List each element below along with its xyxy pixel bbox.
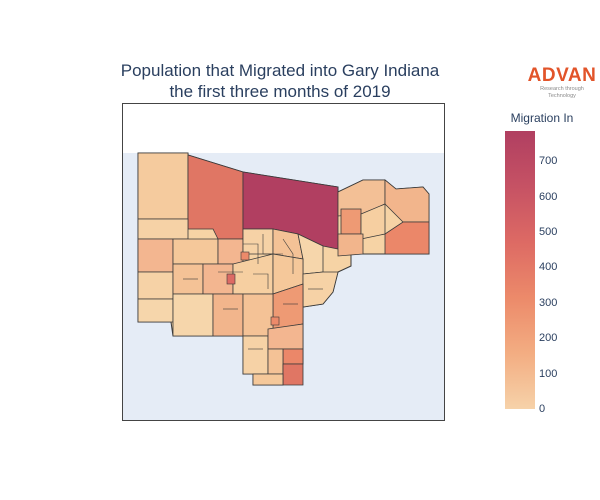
tract-ne-small-1[interactable] <box>340 208 362 235</box>
logo-tagline: Research through Technology <box>540 86 584 99</box>
tract-north-east-b[interactable] <box>384 179 430 223</box>
colorbar-tick-label: 300 <box>539 296 558 309</box>
map-title: Population that Migrated into Gary India… <box>70 60 490 102</box>
colorbar-tick-label: 100 <box>539 367 558 380</box>
tract-c-1[interactable] <box>172 238 219 265</box>
tract-sc-1[interactable] <box>172 293 214 337</box>
tract-s-5[interactable] <box>282 363 304 386</box>
tract-east-orange[interactable] <box>384 221 430 255</box>
tract-subdivision-lines <box>183 234 323 350</box>
colorbar-tick-label: 500 <box>539 225 558 238</box>
title-line-2: the first three months of 2019 <box>169 82 391 101</box>
tract-s-6[interactable] <box>252 373 284 386</box>
tract-w-4[interactable] <box>137 298 174 323</box>
colorbar-tick-label: 400 <box>539 261 558 274</box>
colorbar <box>505 131 535 409</box>
tract-sc-2[interactable] <box>212 293 244 337</box>
tract-hotspot-3[interactable] <box>270 316 280 326</box>
tract-ne-small-3[interactable] <box>337 233 364 257</box>
tract-w-1[interactable] <box>137 218 189 240</box>
choropleth-map[interactable] <box>123 104 444 420</box>
colorbar-tick-label: 0 <box>539 403 546 415</box>
tract-c-2[interactable] <box>217 238 244 265</box>
lake-edge <box>123 104 444 153</box>
tract-hotspot-2[interactable] <box>240 251 250 261</box>
tract-nw-corner[interactable] <box>137 152 189 220</box>
title-line-1: Population that Migrated into Gary India… <box>120 61 440 80</box>
colorbar-tick-label: 700 <box>539 155 558 168</box>
colorbar-tick-label: 200 <box>539 332 558 345</box>
tract-w-3[interactable] <box>137 271 174 300</box>
advan-logo: ADVAN Research through Technology <box>526 66 598 100</box>
logo-wordmark: ADVAN <box>527 65 597 86</box>
tract-s-3[interactable] <box>282 348 304 365</box>
tract-s-1[interactable] <box>242 335 269 375</box>
tract-s-4[interactable] <box>267 348 284 375</box>
colorbar-tick-label: 600 <box>539 190 558 203</box>
tract-w-2[interactable] <box>137 238 174 273</box>
colorbar-title: Migration In <box>510 111 574 125</box>
tract-hotspot-1[interactable] <box>226 273 236 285</box>
map-frame[interactable] <box>122 103 445 421</box>
tract-ne-small-2[interactable] <box>360 203 386 240</box>
